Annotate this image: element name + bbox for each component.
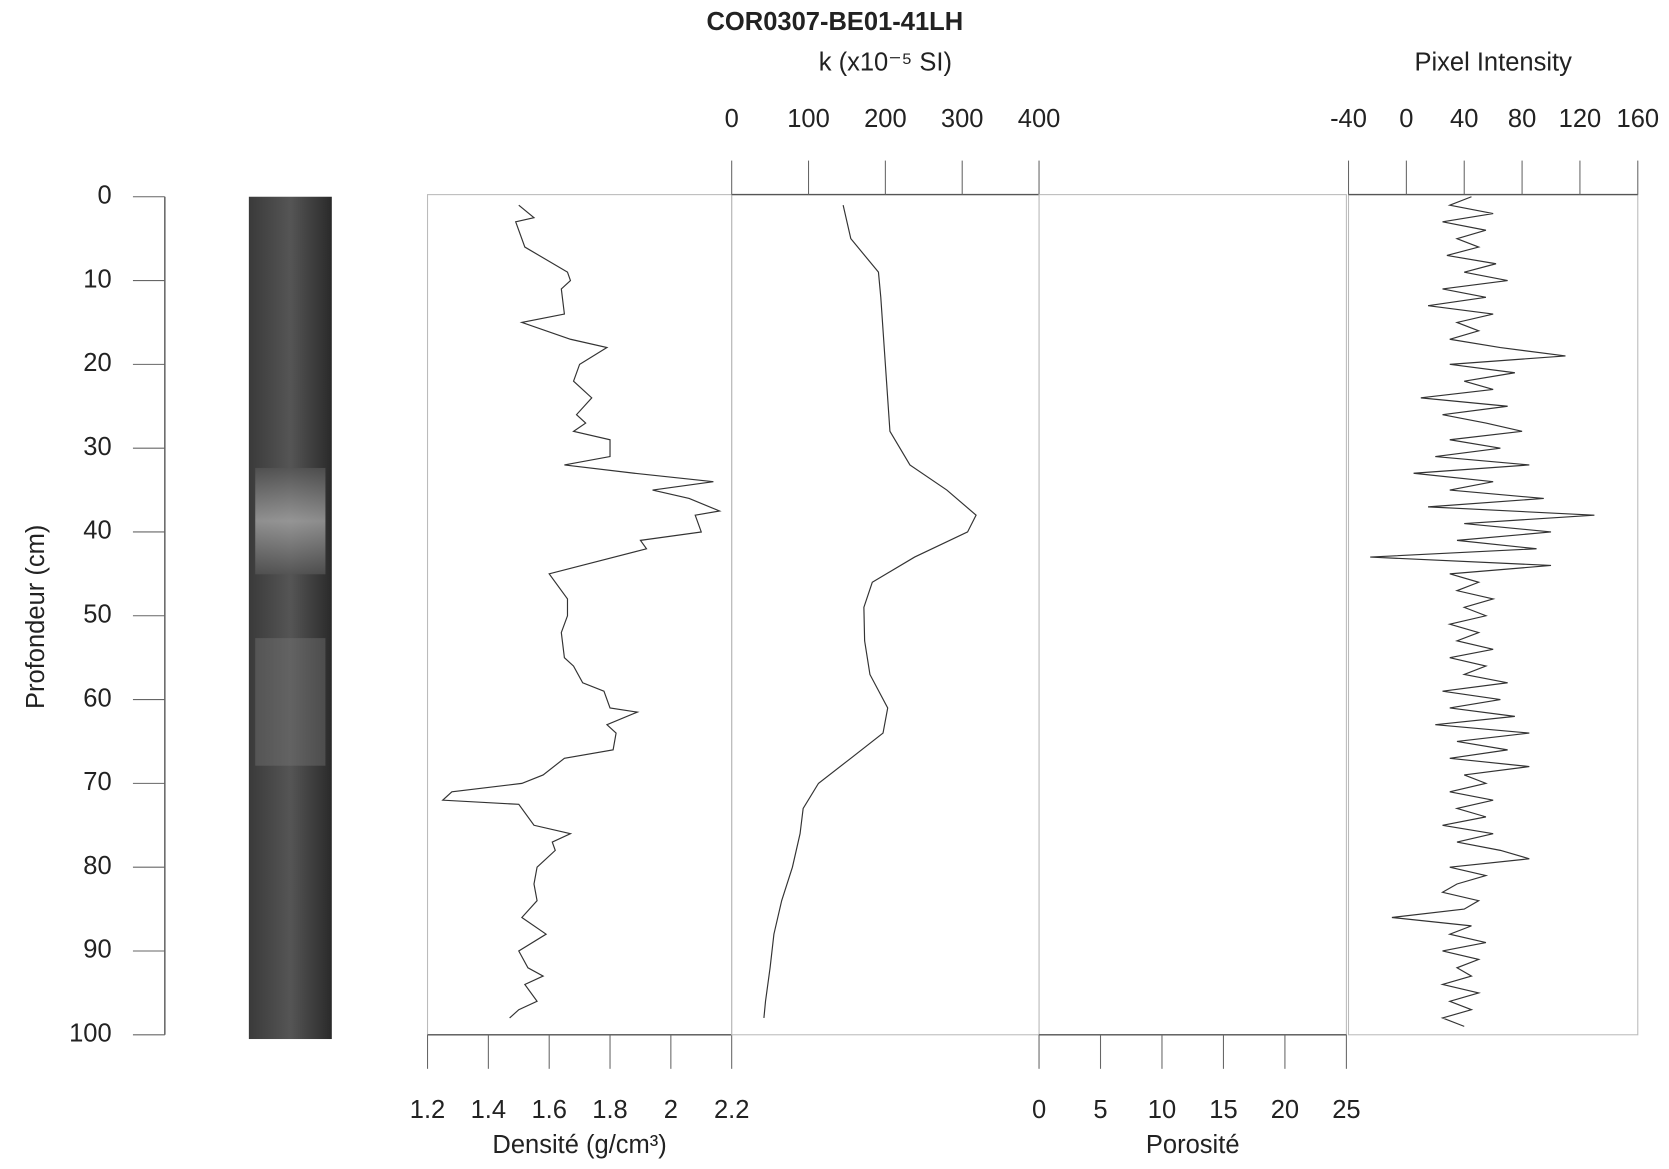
x-tick-label: 160 [1617,105,1660,133]
x-tick-label: 1.6 [531,1096,566,1124]
x-tick-label: 300 [941,105,984,133]
x-tick-label: 100 [787,105,830,133]
core-light-band [255,467,326,575]
x-tick-label: 15 [1209,1096,1237,1124]
x-tick-label: 0 [725,105,739,133]
data-line [1370,196,1595,1027]
x-tick-label: 20 [1271,1096,1299,1124]
y-tick-label: 70 [83,768,111,796]
x-axis-label: k (x10⁻⁵ SI) [819,49,952,77]
x-tick-label: 10 [1148,1096,1176,1124]
y-tick-label: 60 [83,684,111,712]
y-tick-label: 30 [83,433,111,461]
x-axis-label: Densité (g/cm³) [492,1131,666,1159]
y-tick-label: 80 [83,852,111,880]
x-tick-label: 400 [1018,105,1061,133]
y-tick-label: 10 [83,265,111,293]
chart-title: COR0307-BE01-41LH [707,8,964,36]
x-axis-label: Porosité [1146,1131,1240,1159]
y-tick-label: 50 [83,601,111,629]
plot-group: COR0307-BE01-41LH 0102030405060708090100… [22,8,1659,1159]
x-tick-label: 1.2 [410,1096,445,1124]
x-tick-label: 1.4 [471,1096,506,1124]
x-tick-label: 1.8 [592,1096,627,1124]
panel-frame [731,194,1040,1036]
x-tick-label: -40 [1330,105,1367,133]
core-image [248,196,332,1040]
x-tick-label: 120 [1559,105,1602,133]
y-tick-label: 0 [97,181,111,209]
panel-frame [1038,194,1347,1036]
core-mid-band [255,638,326,766]
panel-frame [426,194,733,1036]
data-line [441,204,722,1019]
y-tick-label: 100 [69,1020,112,1048]
y-axis-label: Profondeur (cm) [22,525,50,709]
x-tick-label: 0 [1032,1096,1046,1124]
x-tick-label: 2 [664,1096,678,1124]
x-tick-label: 80 [1508,105,1536,133]
x-tick-label: 0 [1399,105,1413,133]
panel-frame [1347,194,1639,1036]
x-tick-label: 200 [864,105,907,133]
x-tick-label: 5 [1093,1096,1107,1124]
y-tick-label: 40 [83,517,111,545]
y-tick-label: 20 [83,349,111,377]
y-tick-label: 90 [83,936,111,964]
core-photo [248,196,332,1040]
data-line [763,205,977,1019]
x-tick-label: 2.2 [714,1096,749,1124]
x-tick-label: 40 [1450,105,1478,133]
x-axis-label: Pixel Intensity [1414,49,1572,77]
x-tick-label: 25 [1332,1096,1360,1124]
